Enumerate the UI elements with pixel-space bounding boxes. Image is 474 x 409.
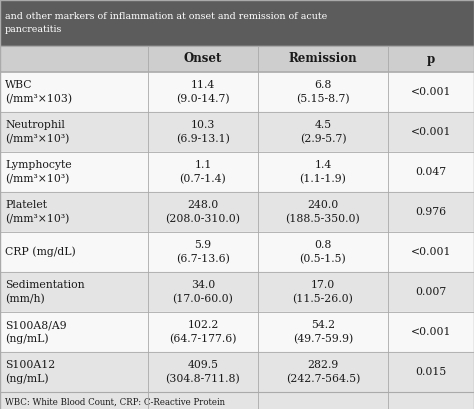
Text: Sedimentation
(mm/h): Sedimentation (mm/h) xyxy=(5,280,85,304)
Text: <0.001: <0.001 xyxy=(411,127,451,137)
Bar xyxy=(0,72,474,112)
Text: WBC: White Blood Count, CRP: C-Reactive Protein: WBC: White Blood Count, CRP: C-Reactive … xyxy=(5,398,225,407)
Bar xyxy=(0,352,474,392)
Text: Onset: Onset xyxy=(184,52,222,65)
Text: <0.001: <0.001 xyxy=(411,327,451,337)
Text: 0.976: 0.976 xyxy=(415,207,447,217)
Text: S100A12
(ng/mL): S100A12 (ng/mL) xyxy=(5,360,55,384)
Text: 10.3
(6.9-13.1): 10.3 (6.9-13.1) xyxy=(176,120,230,144)
Text: CRP (mg/dL): CRP (mg/dL) xyxy=(5,247,76,257)
Bar xyxy=(0,192,474,232)
Text: Lymphocyte
(/mm³×10³): Lymphocyte (/mm³×10³) xyxy=(5,160,72,184)
Text: <0.001: <0.001 xyxy=(411,87,451,97)
Text: 0.007: 0.007 xyxy=(415,287,447,297)
Text: 1.4
(1.1-1.9): 1.4 (1.1-1.9) xyxy=(300,160,346,184)
Text: 102.2
(64.7-177.6): 102.2 (64.7-177.6) xyxy=(169,320,237,344)
Text: 0.047: 0.047 xyxy=(415,167,447,177)
Text: Remission: Remission xyxy=(289,52,357,65)
Bar xyxy=(0,112,474,152)
Text: 248.0
(208.0-310.0): 248.0 (208.0-310.0) xyxy=(165,200,240,224)
Bar xyxy=(0,0,474,46)
Bar xyxy=(0,232,474,272)
Text: 5.9
(6.7-13.6): 5.9 (6.7-13.6) xyxy=(176,240,230,264)
Text: 17.0
(11.5-26.0): 17.0 (11.5-26.0) xyxy=(292,280,354,304)
Text: Platelet
(/mm³×10³): Platelet (/mm³×10³) xyxy=(5,200,69,224)
Text: <0.001: <0.001 xyxy=(411,247,451,257)
Text: 6.8
(5.15-8.7): 6.8 (5.15-8.7) xyxy=(296,80,350,104)
Bar xyxy=(0,272,474,312)
Text: 0.015: 0.015 xyxy=(415,367,447,377)
Text: p: p xyxy=(427,52,435,65)
Text: 0.8
(0.5-1.5): 0.8 (0.5-1.5) xyxy=(300,240,346,264)
Text: 240.0
(188.5-350.0): 240.0 (188.5-350.0) xyxy=(286,200,360,224)
Bar xyxy=(0,152,474,192)
Text: 54.2
(49.7-59.9): 54.2 (49.7-59.9) xyxy=(293,320,353,344)
Text: and other markers of inflammation at onset and remission of acute
pancreatitis: and other markers of inflammation at ons… xyxy=(5,12,327,34)
Text: 4.5
(2.9-5.7): 4.5 (2.9-5.7) xyxy=(300,120,346,144)
Bar xyxy=(0,312,474,352)
Text: 1.1
(0.7-1.4): 1.1 (0.7-1.4) xyxy=(180,160,227,184)
Text: 282.9
(242.7-564.5): 282.9 (242.7-564.5) xyxy=(286,360,360,384)
Bar xyxy=(0,46,474,72)
Text: WBC
(/mm³×103): WBC (/mm³×103) xyxy=(5,80,72,104)
Text: S100A8/A9
(ng/mL): S100A8/A9 (ng/mL) xyxy=(5,320,67,344)
Bar xyxy=(0,392,474,409)
Text: 11.4
(9.0-14.7): 11.4 (9.0-14.7) xyxy=(176,80,230,104)
Text: 409.5
(304.8-711.8): 409.5 (304.8-711.8) xyxy=(165,360,240,384)
Text: 34.0
(17.0-60.0): 34.0 (17.0-60.0) xyxy=(173,280,233,304)
Text: Neutrophil
(/mm³×10³): Neutrophil (/mm³×10³) xyxy=(5,120,69,144)
